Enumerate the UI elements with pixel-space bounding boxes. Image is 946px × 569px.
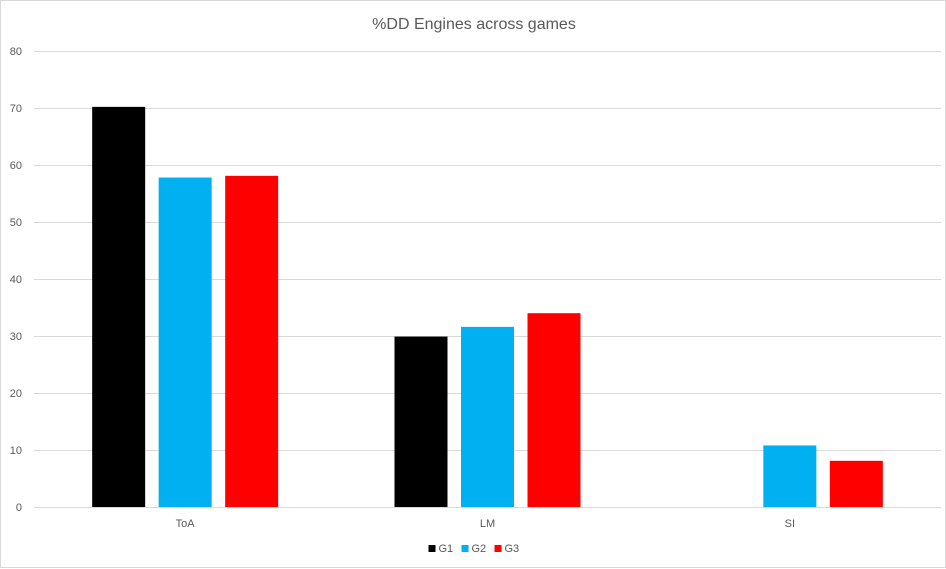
bar-g1-lm [394, 336, 448, 507]
bar-g3-lm [527, 313, 581, 507]
bar-g3-toa [225, 175, 279, 507]
bar-g3-si [829, 460, 883, 507]
legend-label-g1: G1 [439, 543, 454, 555]
y-tick-label-30: 30 [10, 331, 22, 343]
bar-g2-toa [158, 177, 212, 508]
legend-swatch-g3 [494, 545, 502, 552]
x-category-label-lm: LM [480, 518, 495, 530]
y-tick-label-80: 80 [10, 46, 22, 58]
y-tick-label-50: 50 [10, 217, 22, 229]
y-tick-label-10: 10 [10, 445, 22, 457]
legend-label-g3: G3 [505, 543, 520, 555]
legend-swatch-g1 [428, 545, 436, 552]
bar-g2-lm [461, 326, 514, 507]
y-tick-label-60: 60 [10, 160, 22, 172]
bars [92, 106, 883, 508]
x-axis-categories: ToA LM SI [176, 518, 795, 530]
bar-g2-si [763, 445, 817, 507]
y-tick-label-0: 0 [16, 502, 22, 514]
chart-title: %DD Engines across games [372, 16, 576, 33]
bar-g1-toa [92, 106, 146, 508]
x-category-label-toa: ToA [176, 518, 196, 530]
y-axis-ticks: 0 10 20 30 40 50 60 70 80 [10, 46, 22, 514]
x-category-label-si: SI [785, 518, 795, 530]
legend-swatch-g2 [461, 545, 469, 552]
y-tick-label-70: 70 [10, 103, 22, 115]
y-tick-label-40: 40 [10, 274, 22, 286]
y-tick-label-20: 20 [10, 388, 22, 400]
legend: G1 G2 G3 [428, 543, 520, 555]
legend-label-g2: G2 [472, 543, 487, 555]
